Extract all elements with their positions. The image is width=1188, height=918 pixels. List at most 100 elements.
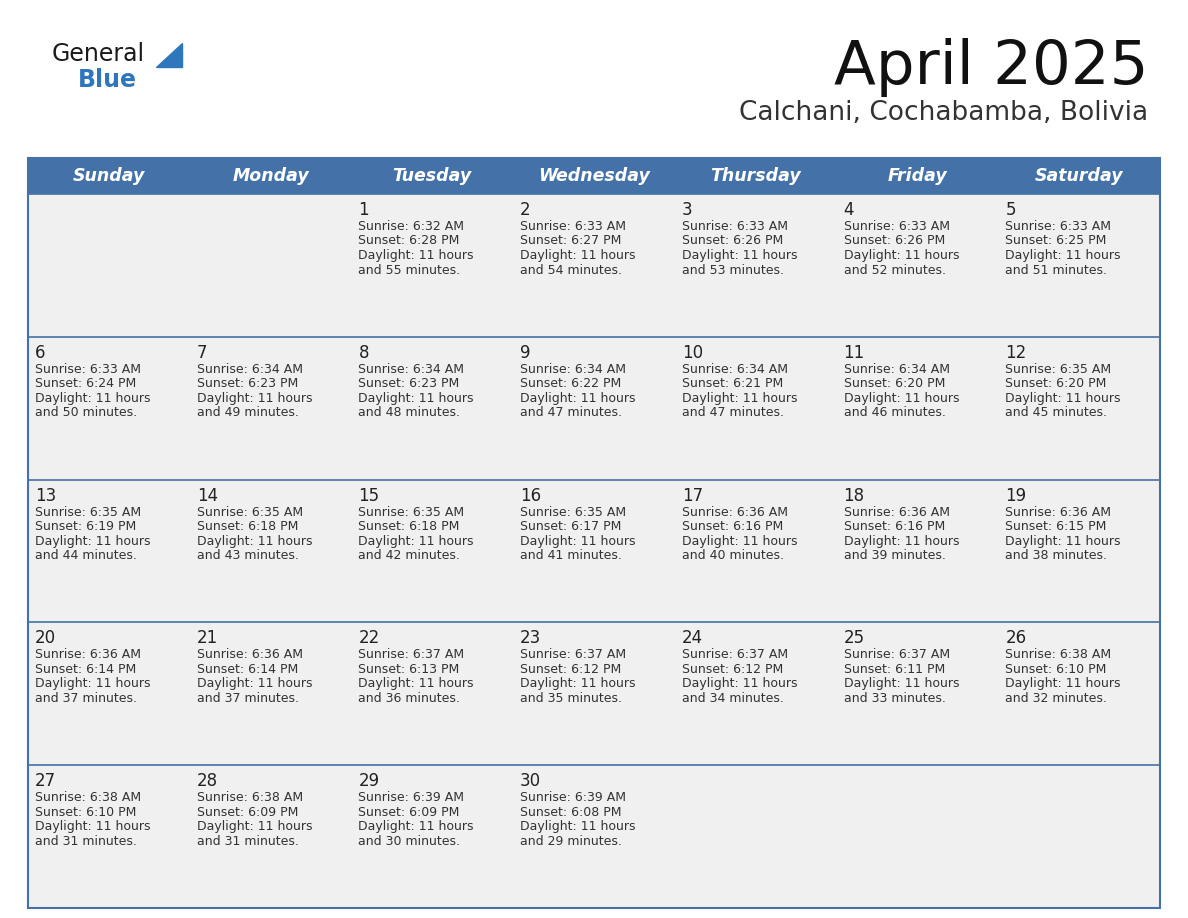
Text: and 37 minutes.: and 37 minutes.: [197, 692, 298, 705]
Bar: [29, 158, 1159, 908]
Text: Sunset: 6:21 PM: Sunset: 6:21 PM: [682, 377, 783, 390]
Text: Sunset: 6:20 PM: Sunset: 6:20 PM: [843, 377, 944, 390]
Text: Daylight: 11 hours: Daylight: 11 hours: [34, 820, 151, 834]
Text: Sunset: 6:15 PM: Sunset: 6:15 PM: [1005, 521, 1107, 533]
Text: Daylight: 11 hours: Daylight: 11 hours: [197, 392, 312, 405]
Text: and 42 minutes.: and 42 minutes.: [359, 549, 460, 562]
Text: and 37 minutes.: and 37 minutes.: [34, 692, 137, 705]
Text: Sunrise: 6:39 AM: Sunrise: 6:39 AM: [520, 791, 626, 804]
Text: and 33 minutes.: and 33 minutes.: [843, 692, 946, 705]
Text: Sunset: 6:27 PM: Sunset: 6:27 PM: [520, 234, 621, 248]
Text: Sunset: 6:12 PM: Sunset: 6:12 PM: [682, 663, 783, 676]
Text: Sunrise: 6:39 AM: Sunrise: 6:39 AM: [359, 791, 465, 804]
Text: and 45 minutes.: and 45 minutes.: [1005, 407, 1107, 420]
Text: and 32 minutes.: and 32 minutes.: [1005, 692, 1107, 705]
Bar: [29, 622, 1159, 766]
Text: and 53 minutes.: and 53 minutes.: [682, 263, 784, 276]
Text: 22: 22: [359, 630, 380, 647]
Text: 15: 15: [359, 487, 379, 505]
Text: Sunset: 6:08 PM: Sunset: 6:08 PM: [520, 806, 621, 819]
Text: and 49 minutes.: and 49 minutes.: [197, 407, 298, 420]
Text: Daylight: 11 hours: Daylight: 11 hours: [197, 534, 312, 548]
Text: and 41 minutes.: and 41 minutes.: [520, 549, 623, 562]
Text: Sunrise: 6:36 AM: Sunrise: 6:36 AM: [843, 506, 949, 519]
Text: Sunrise: 6:35 AM: Sunrise: 6:35 AM: [520, 506, 626, 519]
Text: Daylight: 11 hours: Daylight: 11 hours: [1005, 392, 1120, 405]
Text: Sunrise: 6:37 AM: Sunrise: 6:37 AM: [843, 648, 949, 661]
Text: Sunset: 6:10 PM: Sunset: 6:10 PM: [34, 806, 137, 819]
Text: and 52 minutes.: and 52 minutes.: [843, 263, 946, 276]
Text: Sunrise: 6:34 AM: Sunrise: 6:34 AM: [843, 363, 949, 375]
Text: Sunrise: 6:37 AM: Sunrise: 6:37 AM: [359, 648, 465, 661]
Text: Sunrise: 6:36 AM: Sunrise: 6:36 AM: [34, 648, 141, 661]
Text: Sunrise: 6:33 AM: Sunrise: 6:33 AM: [682, 220, 788, 233]
Text: April 2025: April 2025: [834, 38, 1148, 97]
Text: and 54 minutes.: and 54 minutes.: [520, 263, 623, 276]
Text: Daylight: 11 hours: Daylight: 11 hours: [520, 820, 636, 834]
Text: Sunset: 6:18 PM: Sunset: 6:18 PM: [197, 521, 298, 533]
Text: Daylight: 11 hours: Daylight: 11 hours: [359, 677, 474, 690]
Text: Daylight: 11 hours: Daylight: 11 hours: [520, 249, 636, 262]
Text: 17: 17: [682, 487, 703, 505]
Text: Daylight: 11 hours: Daylight: 11 hours: [1005, 677, 1120, 690]
Text: Sunset: 6:19 PM: Sunset: 6:19 PM: [34, 521, 137, 533]
Bar: [29, 194, 1159, 337]
Text: and 55 minutes.: and 55 minutes.: [359, 263, 461, 276]
Text: Sunset: 6:09 PM: Sunset: 6:09 PM: [359, 806, 460, 819]
Text: and 31 minutes.: and 31 minutes.: [34, 834, 137, 847]
Text: Sunset: 6:16 PM: Sunset: 6:16 PM: [682, 521, 783, 533]
Text: Sunrise: 6:35 AM: Sunrise: 6:35 AM: [1005, 363, 1112, 375]
Text: 14: 14: [197, 487, 217, 505]
Text: and 40 minutes.: and 40 minutes.: [682, 549, 784, 562]
Text: Sunset: 6:23 PM: Sunset: 6:23 PM: [359, 377, 460, 390]
Text: Sunset: 6:18 PM: Sunset: 6:18 PM: [359, 521, 460, 533]
Text: 13: 13: [34, 487, 56, 505]
Text: Sunrise: 6:38 AM: Sunrise: 6:38 AM: [34, 791, 141, 804]
Text: Sunrise: 6:35 AM: Sunrise: 6:35 AM: [197, 506, 303, 519]
Text: and 46 minutes.: and 46 minutes.: [843, 407, 946, 420]
Text: 29: 29: [359, 772, 379, 790]
Text: Daylight: 11 hours: Daylight: 11 hours: [34, 534, 151, 548]
Text: Calchani, Cochabamba, Bolivia: Calchani, Cochabamba, Bolivia: [739, 100, 1148, 126]
Text: Daylight: 11 hours: Daylight: 11 hours: [843, 249, 959, 262]
Text: Wednesday: Wednesday: [538, 167, 650, 185]
Text: Daylight: 11 hours: Daylight: 11 hours: [359, 534, 474, 548]
Text: Daylight: 11 hours: Daylight: 11 hours: [520, 534, 636, 548]
Polygon shape: [156, 43, 182, 67]
Text: and 36 minutes.: and 36 minutes.: [359, 692, 460, 705]
Text: 24: 24: [682, 630, 703, 647]
Text: Sunrise: 6:33 AM: Sunrise: 6:33 AM: [843, 220, 949, 233]
Text: and 47 minutes.: and 47 minutes.: [520, 407, 623, 420]
Text: and 44 minutes.: and 44 minutes.: [34, 549, 137, 562]
Bar: [29, 766, 1159, 908]
Text: 2: 2: [520, 201, 531, 219]
Text: Sunset: 6:14 PM: Sunset: 6:14 PM: [34, 663, 137, 676]
Text: 18: 18: [843, 487, 865, 505]
Text: 11: 11: [843, 344, 865, 362]
Text: Sunrise: 6:35 AM: Sunrise: 6:35 AM: [359, 506, 465, 519]
Text: Sunset: 6:26 PM: Sunset: 6:26 PM: [682, 234, 783, 248]
Text: 8: 8: [359, 344, 369, 362]
Text: Sunset: 6:28 PM: Sunset: 6:28 PM: [359, 234, 460, 248]
Bar: [29, 158, 1159, 194]
Text: 7: 7: [197, 344, 207, 362]
Text: Sunset: 6:09 PM: Sunset: 6:09 PM: [197, 806, 298, 819]
Text: Sunrise: 6:35 AM: Sunrise: 6:35 AM: [34, 506, 141, 519]
Text: 23: 23: [520, 630, 542, 647]
Text: 20: 20: [34, 630, 56, 647]
Text: Sunset: 6:12 PM: Sunset: 6:12 PM: [520, 663, 621, 676]
Text: Monday: Monday: [232, 167, 309, 185]
Text: Sunset: 6:13 PM: Sunset: 6:13 PM: [359, 663, 460, 676]
Text: Sunrise: 6:38 AM: Sunrise: 6:38 AM: [197, 791, 303, 804]
Text: 4: 4: [843, 201, 854, 219]
Bar: [29, 337, 1159, 479]
Text: 6: 6: [34, 344, 45, 362]
Text: Sunset: 6:11 PM: Sunset: 6:11 PM: [843, 663, 944, 676]
Text: 10: 10: [682, 344, 703, 362]
Text: 1: 1: [359, 201, 369, 219]
Text: Sunset: 6:26 PM: Sunset: 6:26 PM: [843, 234, 944, 248]
Text: Daylight: 11 hours: Daylight: 11 hours: [682, 392, 797, 405]
Text: Sunset: 6:14 PM: Sunset: 6:14 PM: [197, 663, 298, 676]
Text: Sunset: 6:10 PM: Sunset: 6:10 PM: [1005, 663, 1107, 676]
Text: and 50 minutes.: and 50 minutes.: [34, 407, 137, 420]
